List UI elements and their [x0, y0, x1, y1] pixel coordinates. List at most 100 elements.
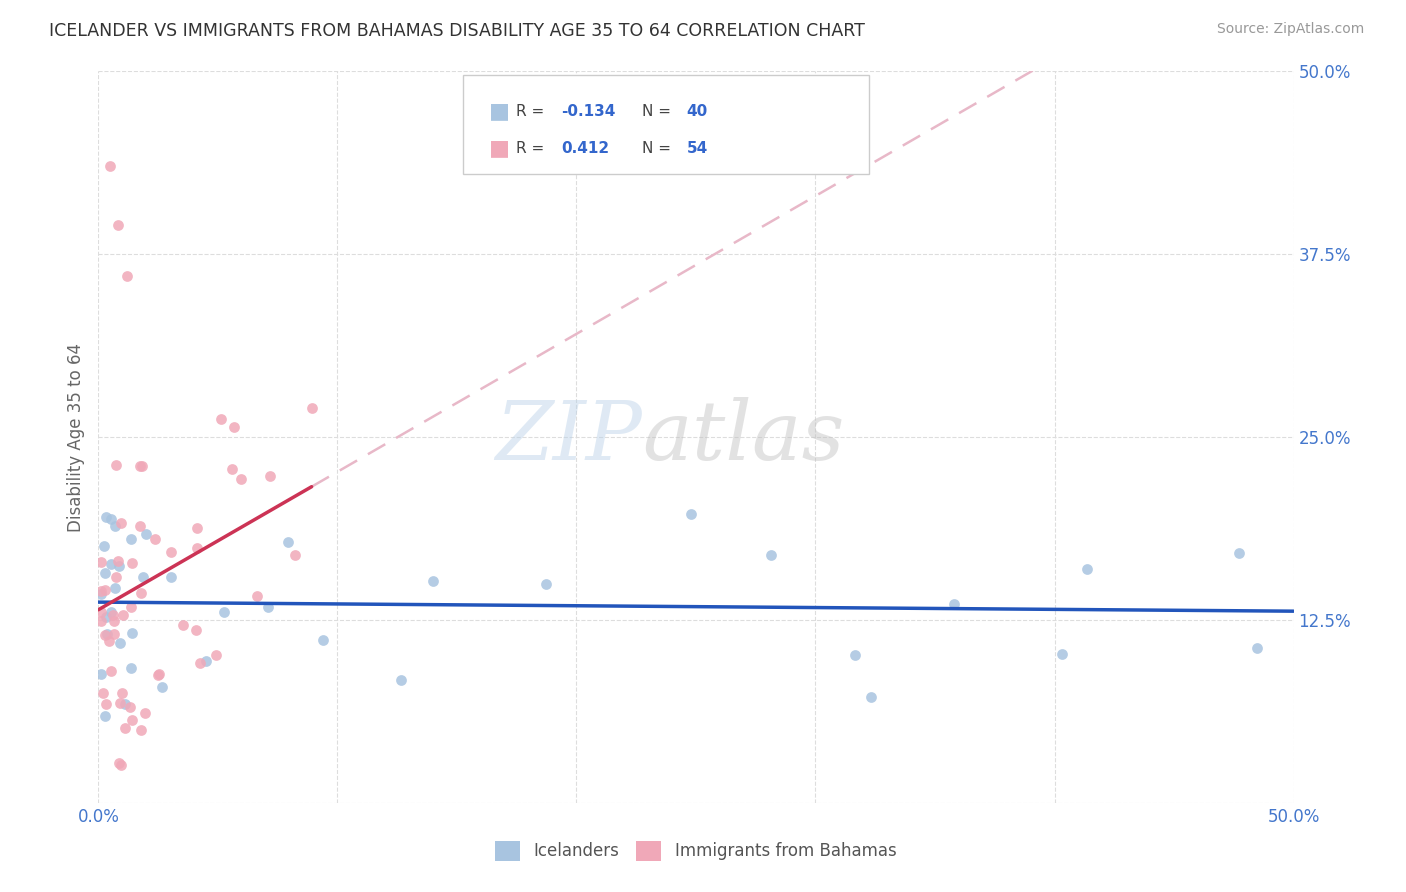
Point	[283, 548, 305, 562]
Point	[100, 605, 122, 619]
Point	[90, 614, 112, 628]
Point	[129, 458, 152, 473]
Text: N =: N =	[643, 141, 676, 156]
Point	[108, 696, 131, 710]
Point	[212, 605, 235, 619]
Legend: Icelanders, Immigrants from Bahamas: Icelanders, Immigrants from Bahamas	[489, 834, 903, 868]
Point	[110, 635, 132, 649]
Point	[90, 583, 112, 598]
Point	[94, 510, 117, 524]
Point	[110, 757, 132, 772]
Point	[1246, 640, 1268, 655]
Point	[205, 648, 228, 662]
Point	[93, 566, 115, 580]
Point	[152, 680, 174, 694]
Point	[93, 539, 115, 553]
Point	[277, 535, 299, 549]
Point	[143, 532, 166, 546]
Point	[186, 541, 208, 555]
Text: 40: 40	[686, 104, 707, 120]
Point	[94, 628, 117, 642]
Point	[104, 518, 127, 533]
Text: ■: ■	[489, 102, 510, 121]
Point	[860, 690, 883, 704]
Point	[184, 624, 207, 638]
Point	[222, 420, 245, 434]
Point	[118, 700, 141, 714]
Point	[104, 581, 127, 595]
Point	[312, 632, 335, 647]
Point	[148, 667, 170, 681]
Point	[301, 401, 323, 415]
Point	[1076, 562, 1098, 576]
Text: R =: R =	[516, 104, 548, 120]
Point	[186, 521, 208, 535]
Point	[90, 587, 112, 601]
Point	[195, 654, 218, 668]
Point	[121, 625, 143, 640]
Point	[94, 610, 117, 624]
Point	[93, 708, 115, 723]
Point	[91, 685, 114, 699]
Point	[90, 666, 112, 681]
Point	[135, 527, 157, 541]
Text: R =: R =	[516, 141, 548, 156]
Point	[128, 518, 150, 533]
Point	[115, 269, 138, 284]
Point	[246, 590, 269, 604]
Text: ZIP: ZIP	[495, 397, 643, 477]
Point	[97, 634, 120, 648]
Point	[103, 615, 125, 629]
Text: atlas: atlas	[643, 397, 845, 477]
Point	[129, 586, 152, 600]
Point	[942, 598, 965, 612]
Point	[110, 516, 132, 530]
Point	[759, 548, 782, 562]
Point	[120, 533, 142, 547]
Point	[681, 507, 703, 521]
Point	[112, 608, 135, 623]
Point	[1227, 546, 1250, 560]
Point	[131, 459, 153, 474]
Point	[221, 461, 243, 475]
Point	[103, 627, 125, 641]
Point	[98, 160, 122, 174]
Point	[159, 570, 181, 584]
Point	[844, 648, 866, 662]
Point	[104, 458, 127, 472]
Text: -0.134: -0.134	[561, 104, 616, 120]
Point	[148, 668, 170, 682]
Point	[114, 721, 136, 735]
FancyBboxPatch shape	[463, 75, 869, 174]
Point	[257, 599, 280, 614]
Text: 54: 54	[686, 141, 707, 156]
Point	[1052, 647, 1074, 661]
Point	[100, 664, 122, 678]
Point	[131, 570, 153, 584]
Point	[120, 661, 142, 675]
Point	[121, 713, 143, 727]
Point	[120, 599, 142, 614]
Point	[108, 756, 131, 770]
Point	[90, 555, 112, 569]
Point	[96, 627, 118, 641]
Point	[100, 512, 122, 526]
Text: 0.412: 0.412	[561, 141, 609, 156]
Point	[107, 558, 129, 573]
Point	[134, 706, 156, 720]
Text: ICELANDER VS IMMIGRANTS FROM BAHAMAS DISABILITY AGE 35 TO 64 CORRELATION CHART: ICELANDER VS IMMIGRANTS FROM BAHAMAS DIS…	[49, 22, 865, 40]
Point	[107, 218, 129, 232]
Point	[94, 697, 117, 711]
Point	[259, 468, 281, 483]
Point	[209, 412, 232, 426]
Point	[121, 556, 143, 570]
Point	[90, 605, 112, 619]
Point	[160, 545, 183, 559]
Point	[422, 574, 444, 588]
Point	[104, 570, 127, 584]
Point	[172, 617, 194, 632]
Y-axis label: Disability Age 35 to 64: Disability Age 35 to 64	[66, 343, 84, 532]
Point	[114, 697, 136, 711]
Point	[188, 656, 211, 670]
Point	[103, 607, 125, 622]
